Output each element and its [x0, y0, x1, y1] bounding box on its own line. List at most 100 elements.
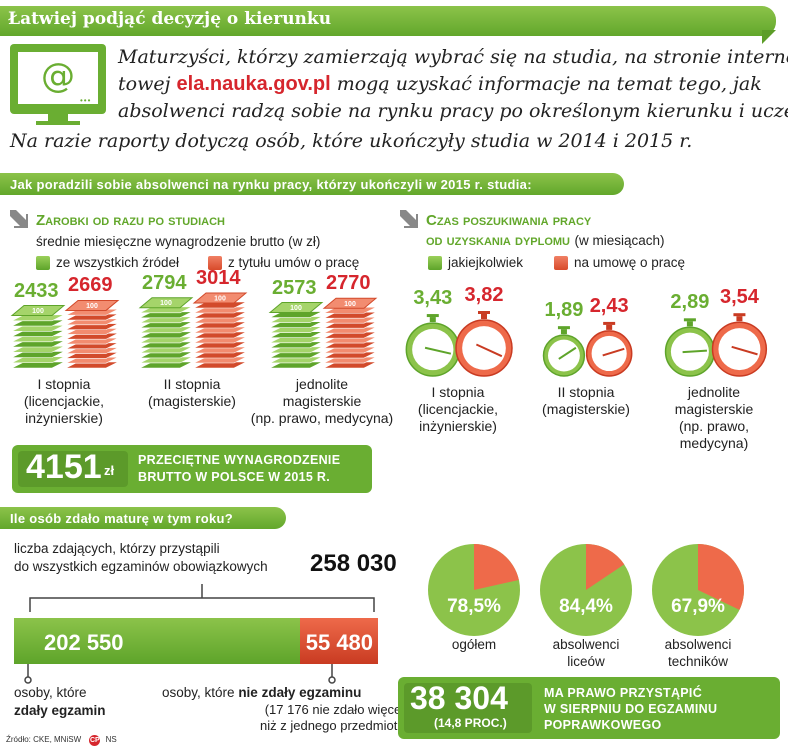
- pie-value-label: 67,9%: [671, 596, 725, 617]
- search-category-line: jednolite: [687, 384, 741, 400]
- pie-category-line: absolwenci: [664, 637, 732, 652]
- earnings-value-label: 2573: [272, 276, 317, 299]
- search-category-line: inżynierskie): [419, 418, 497, 434]
- passed-label: osoby, które zdały egzamin: [14, 684, 106, 720]
- source-line: Źródło: CKE, MNiSW CP NS: [6, 735, 117, 746]
- failed-label-bold: nie zdały egzaminu: [238, 685, 362, 700]
- earnings-category-line: (licencjackie,: [23, 393, 105, 409]
- intro-link[interactable]: ela.nauka.gov.pl: [176, 73, 331, 95]
- arrow-down-right-icon: [400, 210, 418, 228]
- earnings-subheading: średnie miesięczne wynagrodzenie brutto …: [36, 234, 321, 249]
- pie-category-line: techników: [667, 654, 729, 669]
- legend-red-swatch: [554, 256, 568, 270]
- failed-pointer: [328, 664, 336, 684]
- intro-line-3: absolwenci radzą sobie na rynku pracy po…: [118, 100, 788, 122]
- salary-average-unit: zł: [104, 463, 115, 478]
- page-title: Łatwiej podjąć decyzję o kierunku: [8, 9, 332, 29]
- earnings-stacks: 100 100 100 100 100 100: [10, 292, 378, 369]
- search-value-label: 3,54: [719, 286, 759, 309]
- retake-label-2: w sierpniu do egzaminu: [544, 702, 718, 716]
- search-category-label: jednolite magisterskie (np. prawo, medycyna…: [634, 384, 788, 452]
- section-title-1: Jak poradzili sobie absolwenci na rynku …: [10, 177, 532, 192]
- earnings-category-label: II stopnia (magisterskie): [112, 376, 272, 410]
- pass-rate-pie: [540, 544, 632, 636]
- total-bracket: [29, 584, 375, 612]
- earnings-category-line: I stopnia: [37, 376, 91, 392]
- pass-rate-pie: [652, 544, 744, 636]
- search-heading-2: od uzyskania dyplomu: [426, 232, 571, 249]
- salary-average-value: 4151: [26, 448, 102, 486]
- legend-red-swatch: [208, 256, 222, 270]
- earnings-value-label: 3014: [196, 267, 241, 289]
- money-note-label: 100: [32, 308, 44, 315]
- search-category-label: II stopnia (magisterskie): [506, 384, 666, 418]
- monitor-stand-base: [36, 121, 80, 125]
- salary-average-label-1: Przeciętne wynagrodzenie: [138, 453, 341, 467]
- pie-category-label: absolwenci liceów: [516, 636, 656, 670]
- title-bar: [0, 6, 776, 36]
- intro-line-2: towej ela.nauka.gov.pl mogą uzyskać info…: [118, 71, 762, 98]
- legend-green-swatch: [36, 256, 50, 270]
- pass-rate-pie: [428, 544, 520, 636]
- pie-slice-failed: [474, 544, 519, 590]
- arrow-down-right-icon: [10, 210, 28, 228]
- passed-label-1: osoby, które: [14, 685, 87, 700]
- pass-rate-pies: 78,5% ogółem 84,4% absolwenci liceów 67,9% abs…: [420, 540, 788, 675]
- search-chart: 3,43 3,82 I stopnia (licencjackie, inżyniers…: [396, 280, 788, 460]
- earnings-category-line: inżynierskie): [25, 410, 103, 426]
- legend-search-contract: na umowę o pracę: [574, 255, 686, 270]
- search-heading: Czas poszukiwania pracy: [426, 212, 592, 229]
- money-stack-green: 100: [138, 297, 194, 369]
- bar-passed: [14, 618, 300, 664]
- publisher-logo-icon: CP: [89, 735, 101, 746]
- intro-line-1: Maturzyści, którzy zamierzają wybrać się…: [118, 46, 788, 68]
- retake-value-bg: [404, 683, 532, 733]
- money-note-label: 100: [344, 301, 356, 308]
- search-value-label: 2,43: [589, 294, 629, 317]
- money-stack-red: 100: [192, 292, 248, 369]
- money-note-label: 100: [214, 296, 226, 303]
- monitor-stand: [48, 114, 68, 122]
- search-category-line: (licencjackie,: [417, 401, 499, 417]
- search-value-label: 2,89: [670, 291, 710, 314]
- pie-category-label: absolwenci techników: [628, 636, 768, 670]
- search-category-line: (np. prawo,: [678, 418, 750, 434]
- earnings-value-label: 2669: [68, 274, 113, 297]
- bar-passed-value: 202 550: [44, 630, 124, 655]
- money-stack-red: 100: [322, 297, 378, 369]
- earnings-category-line: (np. prawo, medycyna): [250, 410, 394, 426]
- earnings-category-line: II stopnia: [163, 376, 221, 392]
- matura-total-label: liczba zdających, którzy przystąpili do …: [14, 540, 268, 576]
- earnings-category-line: jednolite: [295, 376, 349, 392]
- search-value-label: 1,89: [544, 299, 584, 322]
- stopwatch-green: [542, 326, 586, 377]
- failed-label: osoby, które nie zdały egzaminu: [162, 684, 361, 702]
- failed-note-2: niż z jednego przedmiotu): [260, 718, 409, 733]
- passed-label-2: zdały egzamin: [14, 703, 106, 718]
- salary-average-label: Przeciętne wynagrodzenie brutto w Polsce…: [138, 452, 340, 486]
- retake-value: 38 304: [410, 680, 508, 716]
- source-author: NS: [105, 735, 117, 744]
- matura-total-label-1: liczba zdających, którzy przystąpili: [14, 541, 220, 556]
- pie-category-line: liceów: [567, 654, 605, 669]
- search-stopwatches: [405, 311, 768, 377]
- money-stack-green: 100: [268, 302, 324, 369]
- pie-slice-failed: [586, 544, 625, 590]
- salary-average-label-2: brutto w Polsce w 2015 r.: [138, 470, 331, 484]
- bar-failed-value: 55 480: [305, 630, 374, 655]
- matura-total-value: 258 030: [310, 550, 397, 577]
- money-note-label: 100: [86, 303, 98, 310]
- earnings-heading: Zarobki od razu po studiach: [36, 212, 225, 229]
- stopwatch-red: [455, 311, 513, 377]
- screen-dots-icon: •••: [80, 96, 92, 105]
- stopwatch-red: [585, 321, 633, 377]
- source-text: Źródło: CKE, MNiSW: [6, 735, 82, 744]
- search-value-label: 3,82: [464, 284, 504, 306]
- pie-category-label: ogółem: [404, 636, 544, 653]
- money-note-label: 100: [160, 300, 172, 307]
- failed-label-prefix: osoby, które: [162, 685, 235, 700]
- earnings-category-label: I stopnia (licencjackie, inżynierskie): [0, 376, 144, 427]
- earnings-category-line: magisterskie: [282, 393, 362, 409]
- pie-slice-failed: [698, 544, 744, 610]
- search-category-line: I stopnia: [431, 384, 485, 400]
